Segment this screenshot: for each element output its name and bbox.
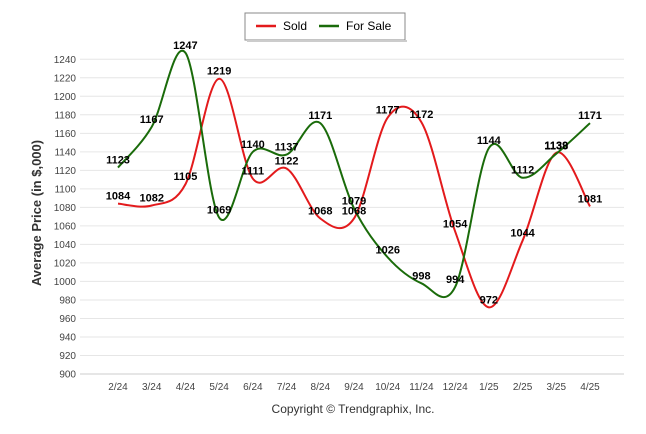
y-tick-label: 1240: [54, 55, 77, 66]
legend-shadow: [247, 40, 407, 42]
y-tick-label: 1040: [54, 240, 77, 251]
data-label: 1167: [140, 114, 164, 126]
x-tick-label: 3/25: [547, 382, 567, 393]
y-axis-ticks: 900 920 940 960 980 1000 1020 1040 1060 1080 1100 1…: [54, 55, 77, 381]
data-label: 1079: [342, 195, 366, 207]
series-line-sold: [117, 77, 591, 309]
data-label: 1139: [544, 140, 568, 152]
data-labels: 1084 1082 1105 1219 1111 1122 1068 1068 1177 1172…: [106, 40, 602, 307]
legend: Sold For Sale: [244, 12, 407, 42]
y-tick-label: 920: [59, 351, 76, 362]
data-label: 972: [480, 294, 498, 306]
x-tick-label: 1/25: [479, 382, 499, 393]
series-lines: [117, 49, 591, 309]
copyright-credit: Copyright © Trendgraphix, Inc.: [272, 402, 435, 416]
data-label: 1111: [242, 166, 265, 178]
y-tick-label: 1080: [54, 203, 77, 214]
data-label: 1172: [409, 109, 433, 121]
x-tick-label: 4/24: [176, 382, 196, 393]
data-label: 1069: [207, 205, 231, 217]
x-tick-label: 5/24: [209, 382, 229, 393]
x-tick-label: 3/24: [142, 382, 162, 393]
x-tick-label: 12/24: [443, 382, 468, 393]
y-tick-label: 1220: [54, 73, 77, 84]
y-tick-label: 900: [59, 370, 76, 381]
data-label: 1081: [578, 193, 602, 205]
y-tick-label: 1160: [54, 129, 76, 140]
legend-label-sold: Sold: [283, 19, 307, 33]
x-tick-label: 9/24: [344, 382, 364, 393]
data-label: 1137: [275, 142, 299, 154]
y-tick-label: 1060: [54, 221, 77, 232]
x-tick-label: 2/25: [513, 382, 533, 393]
legend-label-for-sale: For Sale: [346, 19, 392, 33]
x-axis-ticks: 2/24 3/24 4/24 5/24 6/24 7/24 8/24 9/24 10/24 11/…: [108, 382, 600, 393]
data-label: 1177: [376, 105, 400, 117]
x-tick-label: 6/24: [243, 382, 263, 393]
y-tick-label: 1120: [54, 166, 76, 177]
x-tick-label: 4/25: [580, 382, 600, 393]
data-label: 1219: [207, 66, 231, 78]
data-label: 1247: [173, 40, 197, 52]
data-label: 1068: [308, 205, 332, 217]
x-tick-label: 7/24: [277, 382, 297, 393]
data-label: 1068: [342, 205, 366, 217]
y-tick-label: 1180: [54, 110, 76, 121]
x-tick-label: 8/24: [311, 382, 331, 393]
data-label: 1026: [375, 244, 399, 256]
data-label: 1112: [511, 165, 534, 177]
grid-lines: [80, 58, 624, 375]
data-label: 1171: [578, 110, 602, 122]
x-tick-label: 2/24: [108, 382, 128, 393]
data-label: 1054: [443, 218, 468, 230]
data-label: 1171: [308, 110, 332, 122]
data-label: 1140: [241, 139, 265, 151]
y-tick-label: 1000: [54, 277, 77, 288]
y-tick-label: 980: [59, 295, 76, 306]
data-label: 998: [412, 270, 430, 282]
y-tick-label: 1020: [54, 258, 77, 269]
data-label: 994: [446, 274, 465, 286]
y-tick-label: 1140: [54, 147, 76, 158]
data-label: 1105: [173, 171, 197, 183]
data-label: 1044: [510, 228, 535, 240]
data-label: 1144: [477, 135, 502, 147]
data-label: 1138: [544, 141, 568, 153]
data-label: 1122: [275, 155, 299, 167]
data-label: 1123: [106, 155, 130, 167]
x-tick-label: 10/24: [375, 382, 400, 393]
y-axis-label: Average Price (in $,000): [29, 140, 44, 286]
x-tick-label: 11/24: [409, 382, 434, 393]
series-line-for-sale: [117, 49, 591, 299]
y-tick-label: 960: [59, 314, 76, 325]
data-label: 1082: [139, 193, 163, 205]
data-label: 1084: [106, 191, 131, 203]
y-tick-label: 940: [59, 332, 76, 343]
y-tick-label: 1200: [54, 92, 77, 103]
y-tick-label: 1100: [54, 184, 76, 195]
